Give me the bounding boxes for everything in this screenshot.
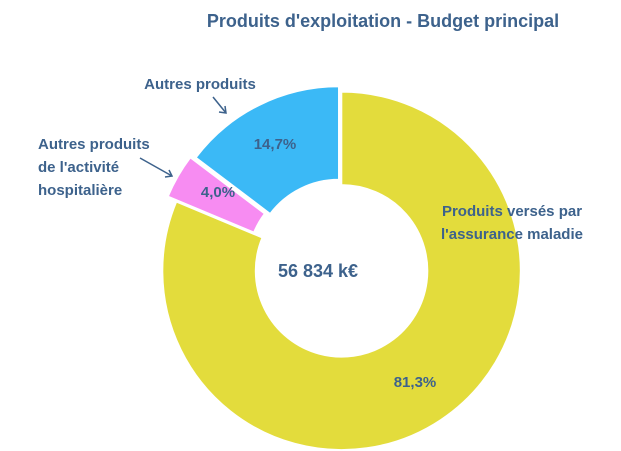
center-label: 56 834 k€ (278, 261, 358, 281)
slices (161, 85, 522, 451)
category-label: Autres produits (144, 76, 256, 93)
leader-arrow (218, 105, 227, 114)
leader-arrow (164, 169, 174, 178)
category-label: Autres produits de l'activité hospitalière (38, 136, 150, 199)
value-label: 81,3% (394, 374, 437, 391)
donut-slice (194, 85, 340, 215)
leader-line (212, 96, 227, 114)
donut-slice (167, 156, 266, 234)
chart-title: Produits d'exploitation - Budget princip… (207, 11, 559, 31)
value-label: 14,7% (254, 136, 297, 153)
donut-slice (161, 91, 522, 451)
category-label: Produits versés par l'assurance maladie (441, 203, 583, 243)
value-label: 4,0% (201, 184, 235, 201)
leader-line (139, 157, 173, 177)
